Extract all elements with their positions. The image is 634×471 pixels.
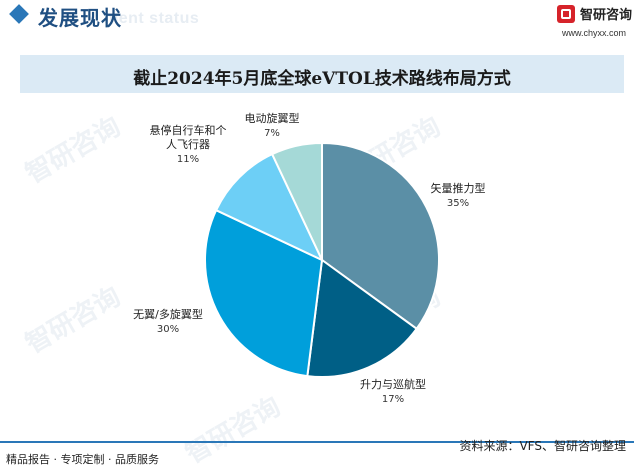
slice-label: 升力与巡航型 — [360, 377, 426, 391]
data-source: 资料来源：VFS、智研咨询整理 — [459, 439, 626, 453]
slice-value-label: 30% — [157, 324, 179, 335]
slice-value-label: 17% — [382, 394, 404, 405]
logo-icon — [557, 5, 575, 23]
pie-slice — [321, 141, 440, 331]
pie-slice — [204, 208, 324, 378]
chart-title: 截止2024年5月底全球eVTOL技术路线布局方式 — [133, 69, 511, 89]
pie-slice — [270, 141, 323, 261]
footer-divider — [0, 441, 634, 443]
pie-slice — [214, 152, 325, 263]
header-subtitle: ment status — [104, 10, 200, 27]
pie-slice — [306, 258, 419, 378]
slice-value-label: 7% — [264, 128, 280, 139]
slice-label: 无翼/多旋翼型 — [133, 307, 203, 321]
logo-url: www.chyxx.com — [562, 28, 627, 38]
chart-title-band: 截止2024年5月底全球eVTOL技术路线布局方式 — [20, 55, 624, 93]
logo-text: 智研咨询 — [580, 8, 633, 23]
slice-value-label: 11% — [177, 154, 199, 165]
footer-tagline: 精品报告 · 专项定制 · 品质服务 — [6, 453, 159, 466]
page-header: ment status 发展现状 智研咨询 www.chyxx.com — [0, 0, 634, 40]
header-title: 发展现状 — [38, 6, 122, 30]
slice-value-label: 35% — [447, 198, 469, 209]
slice-label: 电动旋翼型 — [245, 111, 300, 125]
slice-label: 矢量推力型 — [431, 181, 486, 195]
slice-label: 悬停自行车和个人飞行器 — [150, 123, 227, 151]
